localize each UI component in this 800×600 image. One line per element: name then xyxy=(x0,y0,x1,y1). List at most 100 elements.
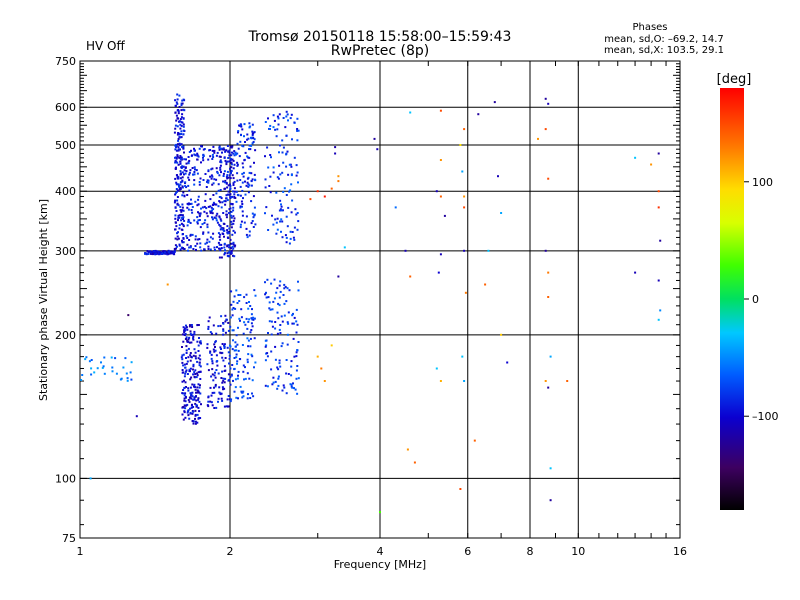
echo-point xyxy=(193,348,196,351)
echo-point xyxy=(230,247,232,249)
echo-point xyxy=(296,365,299,367)
echo-point xyxy=(197,416,200,419)
echo-point xyxy=(186,360,189,363)
x-tick-label: 16 xyxy=(673,545,687,558)
echo-point xyxy=(183,169,186,172)
echo-point xyxy=(223,344,225,347)
echo-point xyxy=(246,133,249,136)
echo-point xyxy=(218,155,221,158)
echo-point xyxy=(194,409,197,412)
echo-point xyxy=(213,386,215,389)
echo-point xyxy=(233,163,236,166)
echo-point xyxy=(216,221,219,224)
echo-point xyxy=(211,183,214,186)
echo-point xyxy=(178,244,181,247)
echo-point xyxy=(102,365,105,368)
echo-point xyxy=(229,177,232,180)
echo-point xyxy=(287,373,290,375)
echo-point xyxy=(176,93,179,96)
echo-point xyxy=(500,333,503,336)
echo-point xyxy=(657,318,660,321)
x-tick-label: 4 xyxy=(377,545,384,558)
echo-point xyxy=(289,189,292,192)
echo-point xyxy=(232,379,234,382)
echo-point xyxy=(191,167,194,169)
echo-point xyxy=(195,399,198,402)
echo-point xyxy=(320,367,323,370)
echo-point xyxy=(279,365,282,368)
echo-point xyxy=(243,135,245,138)
echo-point xyxy=(197,344,200,347)
echo-point xyxy=(252,195,255,198)
echo-point xyxy=(218,391,221,394)
echo-point xyxy=(189,245,192,248)
echo-point xyxy=(277,368,280,371)
echo-point xyxy=(188,400,191,403)
echo-point xyxy=(253,173,256,176)
echo-point xyxy=(264,178,267,181)
echo-point xyxy=(330,187,333,190)
echo-point xyxy=(241,189,244,192)
echo-point xyxy=(289,383,292,386)
echo-point xyxy=(208,240,211,243)
echo-point xyxy=(147,250,150,253)
echo-point xyxy=(174,217,177,220)
echo-point xyxy=(189,222,192,224)
echo-point xyxy=(233,187,236,190)
echo-point xyxy=(249,165,252,168)
echo-point xyxy=(176,196,179,198)
echo-point xyxy=(200,249,203,252)
echo-point xyxy=(234,151,237,154)
echo-point xyxy=(276,366,279,369)
echo-point xyxy=(211,362,214,365)
echo-point xyxy=(244,180,246,183)
echo-point xyxy=(180,143,183,146)
echo-point xyxy=(271,308,274,311)
echo-point xyxy=(101,366,104,369)
echo-point xyxy=(290,383,293,386)
echo-point xyxy=(232,219,235,222)
echo-point xyxy=(179,248,182,251)
echo-point xyxy=(224,369,227,372)
echo-point xyxy=(229,159,232,162)
echo-point xyxy=(177,189,180,192)
echo-point xyxy=(184,381,187,384)
echo-point xyxy=(230,166,233,169)
echo-point xyxy=(190,376,193,379)
echo-point xyxy=(188,325,191,328)
echo-point xyxy=(185,386,187,388)
echo-point xyxy=(186,373,189,375)
echo-point xyxy=(182,223,185,226)
echo-point xyxy=(291,322,294,325)
echo-point xyxy=(202,156,204,159)
echo-point xyxy=(135,415,138,418)
echo-point xyxy=(218,236,221,238)
echo-point xyxy=(211,391,214,394)
echo-point xyxy=(207,369,210,372)
echo-point xyxy=(220,197,223,200)
echo-point xyxy=(194,351,197,354)
echo-point xyxy=(198,238,201,241)
echo-point xyxy=(493,101,496,104)
echo-point xyxy=(219,218,222,221)
echo-point xyxy=(246,177,249,180)
echo-point xyxy=(194,402,197,405)
echo-point xyxy=(212,156,215,158)
echo-point xyxy=(190,334,193,336)
echo-point xyxy=(192,422,195,425)
echo-point xyxy=(497,175,499,178)
echo-point xyxy=(232,254,234,257)
echo-point xyxy=(295,369,298,372)
echo-point xyxy=(193,371,196,374)
echo-point xyxy=(178,94,181,97)
echo-point xyxy=(435,367,438,370)
echo-point xyxy=(296,171,299,174)
echo-point xyxy=(220,352,223,355)
echo-point xyxy=(343,246,346,249)
echo-point xyxy=(163,251,166,254)
x-tick-label: 2 xyxy=(227,545,234,558)
echo-point xyxy=(179,172,182,175)
x-tick-label: 8 xyxy=(527,545,534,558)
echo-point xyxy=(334,146,337,149)
echo-point xyxy=(190,202,193,205)
